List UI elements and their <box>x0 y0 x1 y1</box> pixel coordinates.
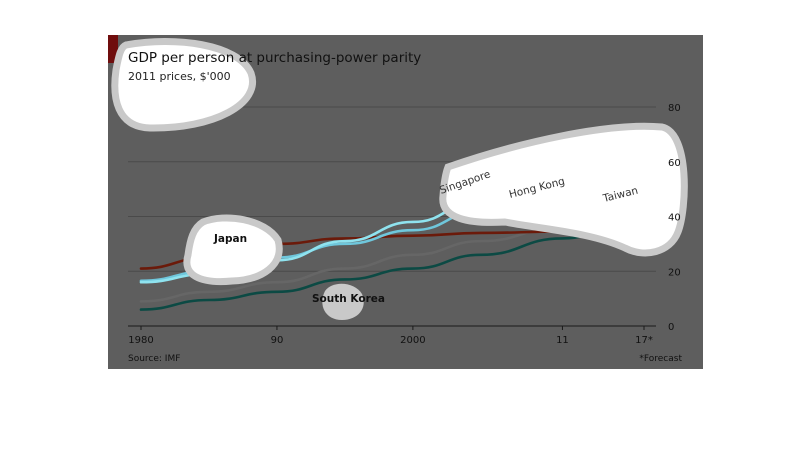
axes: 0 20 40 60 80 1980 90 2000 11 17* <box>128 103 681 346</box>
label-blob-right <box>439 122 688 257</box>
japan-blob <box>183 214 283 286</box>
y-tick-label: 40 <box>668 213 681 224</box>
y-tick-label: 0 <box>668 322 674 333</box>
y-tick-label: 20 <box>668 267 681 278</box>
x-tick-label: 11 <box>556 335 569 346</box>
highlight-blobs <box>111 38 688 320</box>
title-blob <box>111 38 256 132</box>
red-corner-marker <box>108 35 118 63</box>
series-label-south-korea: South Korea <box>312 293 385 305</box>
y-tick-label: 80 <box>668 103 681 114</box>
x-tick-label: 1980 <box>128 335 153 346</box>
y-tick-label: 60 <box>668 158 681 169</box>
x-tick-label: 2000 <box>400 335 425 346</box>
x-tick-label: 90 <box>271 335 284 346</box>
south-korea-blob <box>322 283 364 320</box>
chart-title: GDP per person at purchasing-power parit… <box>128 50 421 66</box>
chart-subtitle: 2011 prices, $'000 <box>128 70 231 83</box>
series-line-south-korea <box>139 215 646 311</box>
series-label-japan: Japan <box>213 233 247 245</box>
x-tick-label: 17* <box>635 335 653 346</box>
source-note: Source: IMF <box>128 354 180 364</box>
forecast-note: *Forecast <box>639 354 682 364</box>
